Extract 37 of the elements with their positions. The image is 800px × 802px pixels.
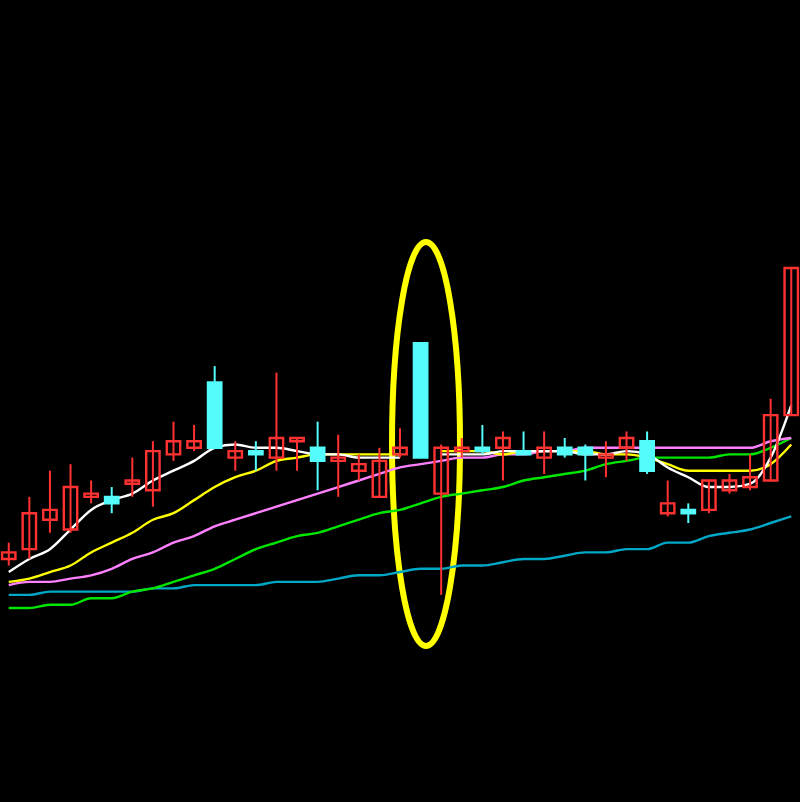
candlestick <box>124 456 141 498</box>
candlestick <box>556 437 573 459</box>
candlestick <box>371 446 388 499</box>
candlestick <box>495 430 511 482</box>
candlestick <box>350 453 367 482</box>
candlestick <box>165 420 182 462</box>
candlestick <box>721 472 738 495</box>
candlestick <box>309 420 326 492</box>
candlestick <box>659 479 676 518</box>
candlestick <box>618 430 635 462</box>
candlestick <box>474 423 491 456</box>
candlestick <box>227 440 244 472</box>
candlestick <box>783 266 800 417</box>
candlestick <box>289 436 305 472</box>
candlestick <box>247 440 264 472</box>
candlestick <box>742 453 758 492</box>
candlestick <box>433 443 450 596</box>
candlestick <box>453 437 470 459</box>
candlestick <box>392 427 408 459</box>
candlestick <box>42 469 58 534</box>
candlestick <box>330 433 347 498</box>
candlestick <box>268 371 285 472</box>
candlestick <box>62 463 79 534</box>
candlestick <box>0 541 17 567</box>
candlestick <box>21 495 38 560</box>
candlestick <box>515 430 532 456</box>
candlestick <box>83 479 100 505</box>
candlestick <box>598 440 614 479</box>
candlestick <box>762 397 779 482</box>
candlestick <box>577 443 594 482</box>
candlestick <box>103 486 120 515</box>
candlestick <box>186 423 202 453</box>
candlestick <box>700 479 717 515</box>
candlestick <box>680 502 697 524</box>
candlestick <box>536 430 553 475</box>
candlestick <box>145 440 161 508</box>
candlestick <box>639 430 655 475</box>
